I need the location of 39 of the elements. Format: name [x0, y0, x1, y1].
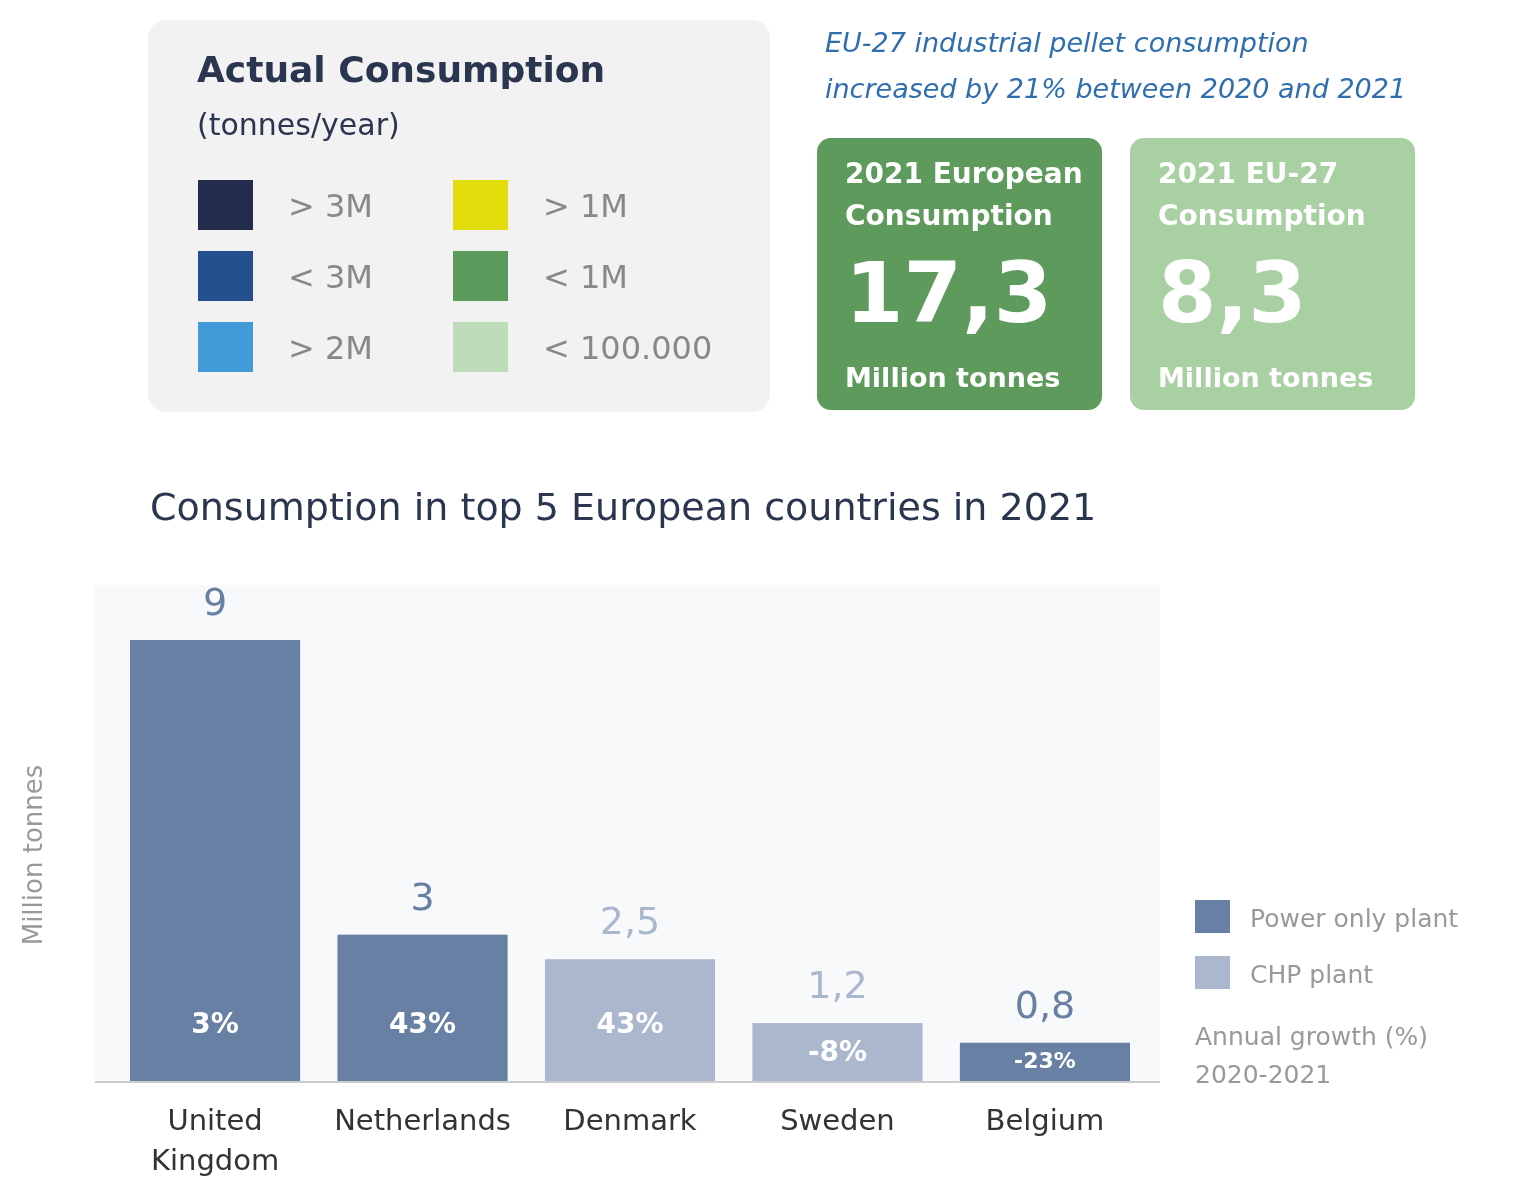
text: 8,3 — [1158, 244, 1307, 342]
y-axis-title: Million tonnes — [18, 764, 48, 946]
text: 2021 European Consumption — [845, 157, 1083, 232]
x-tick-label: Belgium — [985, 1103, 1105, 1137]
category-label: > 1M — [543, 187, 628, 225]
data-label: 2,5 — [599, 899, 661, 944]
category-label: > 3M — [288, 187, 373, 225]
x-tick-label: United Kingdom — [150, 1103, 280, 1177]
x-tick-label: Sweden — [780, 1103, 895, 1137]
category-label: < 3M — [288, 258, 373, 296]
text: 2021 EU-27 Consumption — [1158, 157, 1366, 232]
text: Annual growth (%) 2020-2021 — [1195, 1022, 1429, 1089]
annotation: -23% — [1014, 1048, 1076, 1074]
text: Million tonnes — [845, 362, 1061, 393]
data-label: 9 — [202, 580, 228, 624]
data-label: 0,8 — [1014, 982, 1076, 1027]
legend-label: CHP plant — [1250, 960, 1374, 989]
chart-title: Consumption in top 5 European countries in 2021 — [150, 485, 1097, 529]
text: Million tonnes — [1158, 362, 1374, 393]
category-label: < 100.000 — [543, 329, 713, 367]
bar — [544, 959, 716, 1082]
category-label: < 1M — [543, 258, 628, 296]
x-tick-label: Netherlands — [334, 1103, 511, 1137]
text: EU-27 industrial pellet consumption increased by 21% between 2020 and 2021 — [825, 27, 1407, 104]
bar — [752, 1023, 923, 1082]
annotation: 43% — [389, 1007, 457, 1040]
text: (tonnes/year) — [197, 107, 400, 142]
text: Actual Consumption — [197, 49, 606, 90]
category-label: > 2M — [288, 329, 373, 367]
data-label: 3 — [410, 874, 435, 919]
text: 17,3 — [845, 244, 1053, 342]
annotation: -8% — [807, 1034, 868, 1068]
legend-label: Power only plant — [1250, 904, 1459, 933]
x-tick-label: Denmark — [563, 1103, 697, 1137]
bar — [130, 640, 301, 1082]
annotation: 3% — [191, 1007, 239, 1040]
data-label: 1,2 — [807, 963, 868, 1008]
bar — [337, 934, 508, 1082]
annotation: 43% — [596, 1007, 664, 1040]
